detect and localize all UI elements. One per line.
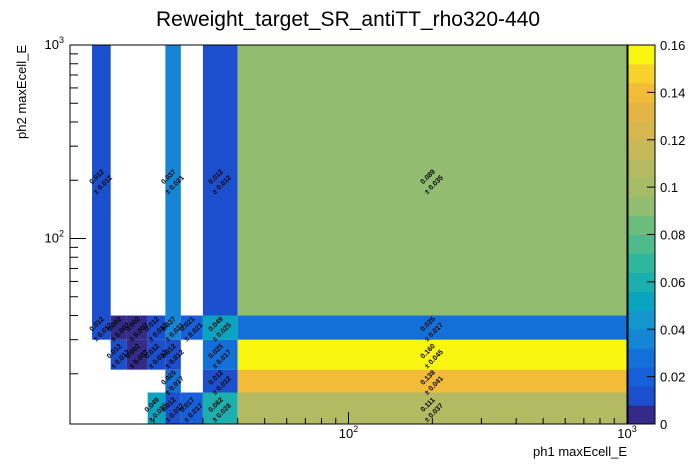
y-tick-exponent: 3 — [59, 35, 64, 45]
y-tick-label: 103 — [45, 35, 64, 52]
colorbar-band — [628, 82, 655, 103]
z-tick-label: 0.06 — [660, 275, 685, 290]
z-tick-label: 0.14 — [660, 85, 685, 100]
z-tick-label: 0.1 — [660, 180, 678, 195]
x-tick-base: 10 — [617, 426, 631, 441]
colorbar-band — [628, 291, 655, 311]
heatmap-cell — [92, 45, 111, 316]
heatmap-cell — [202, 339, 238, 370]
z-tick-label: 0.02 — [660, 370, 685, 385]
heatmap-cell — [202, 315, 238, 340]
colorbar-band — [628, 63, 655, 84]
colorbar-band — [628, 45, 655, 65]
colorbar-band — [628, 253, 655, 273]
x-tick-exponent: 3 — [632, 424, 637, 434]
colorbar-band — [628, 234, 655, 254]
colorbar-band — [628, 196, 655, 217]
colorbar-band — [628, 158, 655, 179]
colorbar-band — [628, 177, 655, 198]
x-tick-base: 10 — [339, 426, 353, 441]
heatmap-cell — [237, 369, 627, 393]
colorbar-band — [628, 310, 655, 330]
heatmap-cell — [165, 392, 181, 424]
heatmap-cell — [126, 315, 148, 340]
colorbar-band — [628, 215, 655, 235]
heatmap-cell — [165, 339, 181, 370]
y-tick-base: 10 — [45, 37, 59, 52]
colorbar-band — [628, 120, 655, 141]
z-tick-label: 0.04 — [660, 322, 685, 337]
heatmap-cell — [202, 45, 238, 316]
heatmap-cell — [180, 315, 203, 340]
heatmap-cell — [180, 392, 203, 424]
colorbar-band — [628, 272, 655, 292]
heatmap-cell — [202, 369, 238, 393]
heatmap-cell — [165, 45, 181, 316]
colorbar-band — [628, 329, 655, 349]
heatmap-cell — [147, 339, 166, 370]
heatmap-cell — [147, 315, 166, 340]
colorbar-band — [628, 405, 655, 425]
heatmap-cell — [165, 315, 181, 340]
y-tick-exponent: 2 — [59, 229, 64, 239]
colorbar-band — [628, 348, 655, 368]
heatmap-cell — [110, 315, 127, 340]
x-tick-label: 102 — [339, 424, 358, 441]
x-tick-label: 103 — [617, 424, 636, 441]
z-tick-label: 0.08 — [660, 228, 685, 243]
colorbar-band — [628, 367, 655, 387]
y-axis-label: ph2 maxEcell_E — [14, 45, 29, 139]
colorbar-band — [628, 139, 655, 160]
colorbar-band — [628, 386, 655, 406]
chart-title: Reweight_target_SR_antiTT_rho320-440 — [156, 8, 540, 31]
heatmap-cell — [165, 369, 181, 393]
z-tick-label: 0.16 — [660, 38, 685, 53]
heatmap-cell — [92, 315, 111, 340]
heatmap-cell — [237, 339, 627, 370]
x-axis-label: ph1 maxEcell_E — [533, 444, 627, 459]
y-tick-label: 102 — [45, 229, 64, 246]
z-tick-label: 0 — [660, 417, 667, 432]
x-tick-exponent: 2 — [353, 424, 358, 434]
heatmap-cell — [110, 339, 127, 370]
z-tick-label: 0.12 — [660, 133, 685, 148]
heatmap-cell — [237, 45, 627, 316]
heatmap-cell — [237, 315, 627, 340]
heatmap-cell — [147, 392, 166, 424]
y-tick-base: 10 — [45, 231, 59, 246]
cells — [92, 45, 627, 424]
heatmap-cell — [126, 339, 148, 370]
heatmap-cell — [202, 392, 238, 424]
colorbar-band — [628, 101, 655, 122]
